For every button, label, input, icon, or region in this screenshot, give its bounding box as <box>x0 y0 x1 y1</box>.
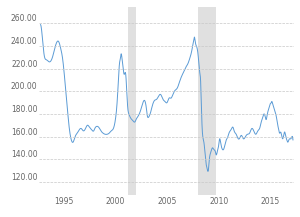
Bar <box>198 7 216 195</box>
Bar <box>128 7 136 195</box>
